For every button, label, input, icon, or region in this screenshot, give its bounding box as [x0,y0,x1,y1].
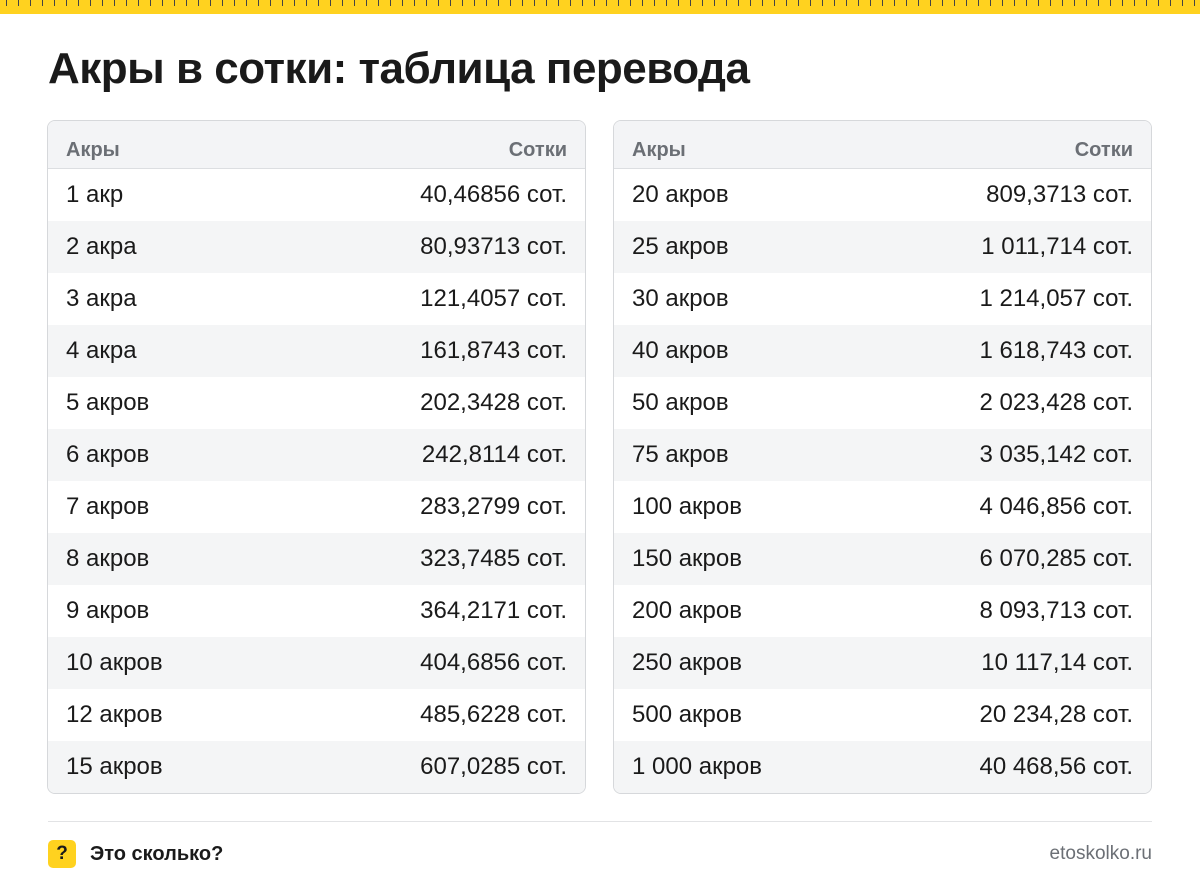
table-row: 2 акра 80,93713 сот. [48,221,585,273]
brand-name: Это сколько? [90,842,224,865]
column-header-sotki: Сотки [1074,139,1133,161]
sotki-cell: 283,2799 сот. [420,493,567,520]
table-row: 4 акра 161,8743 сот. [48,325,585,377]
table-row: 5 акров 202,3428 сот. [48,377,585,429]
acres-cell: 20 акров [632,181,729,208]
sotki-cell: 1 214,057 сот. [979,285,1133,312]
table-row: 9 акров 364,2171 сот. [48,585,585,637]
table-row: 75 акров 3 035,142 сот. [614,429,1151,481]
ruler-decoration [0,0,1200,14]
sotki-cell: 6 070,285 сот. [979,545,1133,572]
sotki-cell: 3 035,142 сот. [979,441,1133,468]
acres-cell: 6 акров [66,441,150,468]
sotki-cell: 80,93713 сот. [420,233,567,260]
sotki-cell: 404,6856 сот. [420,649,567,676]
table-row: 150 акров 6 070,285 сот. [614,533,1151,585]
acres-cell: 40 акров [632,337,729,364]
sotki-cell: 809,3713 сот. [986,181,1133,208]
acres-cell: 4 акра [66,337,137,364]
acres-cell: 75 акров [632,441,729,468]
conversion-table-left: Акры Сотки 1 акр 40,46856 сот. 2 акра 80,9… [47,120,586,794]
sotki-cell: 20 234,28 сот. [979,701,1133,728]
site-link[interactable]: etoskolko.ru [1049,843,1152,864]
sotki-cell: 1 618,743 сот. [979,337,1133,364]
table-row: 200 акров 8 093,713 сот. [614,585,1151,637]
acres-cell: 3 акра [66,285,137,312]
acres-cell: 10 акров [66,649,163,676]
table-row: 25 акров 1 011,714 сот. [614,221,1151,273]
table-row: 1 акр 40,46856 сот. [48,169,585,221]
footer-divider [48,821,1152,822]
acres-cell: 5 акров [66,389,150,416]
acres-cell: 1 акр [66,181,124,208]
sotki-cell: 4 046,856 сот. [979,493,1133,520]
sotki-cell: 40 468,56 сот. [979,753,1133,780]
acres-cell: 50 акров [632,389,729,416]
footer-brand[interactable]: ? Это сколько? [48,840,223,868]
acres-cell: 7 акров [66,493,150,520]
sotki-cell: 161,8743 сот. [420,337,567,364]
table-header: Акры Сотки [48,121,585,169]
sotki-cell: 485,6228 сот. [420,701,567,728]
sotki-cell: 40,46856 сот. [420,181,567,208]
table-row: 8 акров 323,7485 сот. [48,533,585,585]
table-body: 1 акр 40,46856 сот. 2 акра 80,93713 сот. 3… [48,169,585,793]
table-row: 12 акров 485,6228 сот. [48,689,585,741]
acres-cell: 500 акров [632,701,743,728]
table-row: 100 акров 4 046,856 сот. [614,481,1151,533]
sotki-cell: 202,3428 сот. [420,389,567,416]
sotki-cell: 364,2171 сот. [420,597,567,624]
acres-cell: 1 000 акров [632,753,763,780]
table-row: 40 акров 1 618,743 сот. [614,325,1151,377]
table-row: 6 акров 242,8114 сот. [48,429,585,481]
conversion-table-right: Акры Сотки 20 акров 809,3713 сот. 25 акро… [613,120,1152,794]
acres-cell: 8 акров [66,545,150,572]
column-header-acres: Акры [632,139,686,161]
sotki-cell: 1 011,714 сот. [981,233,1133,260]
acres-cell: 150 акров [632,545,743,572]
acres-cell: 12 акров [66,701,163,728]
acres-cell: 200 акров [632,597,743,624]
acres-cell: 30 акров [632,285,729,312]
sotki-cell: 607,0285 сот. [420,753,567,780]
sotki-cell: 323,7485 сот. [420,545,567,572]
table-row: 30 акров 1 214,057 сот. [614,273,1151,325]
table-row: 15 акров 607,0285 сот. [48,741,585,793]
table-header: Акры Сотки [614,121,1151,169]
page-title: Акры в сотки: таблица перевода [48,44,750,93]
sotki-cell: 121,4057 сот. [420,285,567,312]
question-mark-icon: ? [48,840,76,868]
acres-cell: 2 акра [66,233,137,260]
table-row: 50 акров 2 023,428 сот. [614,377,1151,429]
acres-cell: 25 акров [632,233,729,260]
sotki-cell: 242,8114 сот. [421,441,567,468]
acres-cell: 250 акров [632,649,743,676]
acres-cell: 9 акров [66,597,150,624]
table-row: 10 акров 404,6856 сот. [48,637,585,689]
table-row: 20 акров 809,3713 сот. [614,169,1151,221]
sotki-cell: 2 023,428 сот. [979,389,1133,416]
table-row: 1 000 акров 40 468,56 сот. [614,741,1151,793]
sotki-cell: 8 093,713 сот. [979,597,1133,624]
table-body: 20 акров 809,3713 сот. 25 акров 1 011,714 … [614,169,1151,793]
table-row: 250 акров 10 117,14 сот. [614,637,1151,689]
table-row: 3 акра 121,4057 сот. [48,273,585,325]
column-header-acres: Акры [66,139,120,161]
column-header-sotki: Сотки [508,139,567,161]
acres-cell: 100 акров [632,493,743,520]
sotki-cell: 10 117,14 сот. [981,649,1133,676]
acres-cell: 15 акров [66,753,163,780]
table-row: 7 акров 283,2799 сот. [48,481,585,533]
table-row: 500 акров 20 234,28 сот. [614,689,1151,741]
